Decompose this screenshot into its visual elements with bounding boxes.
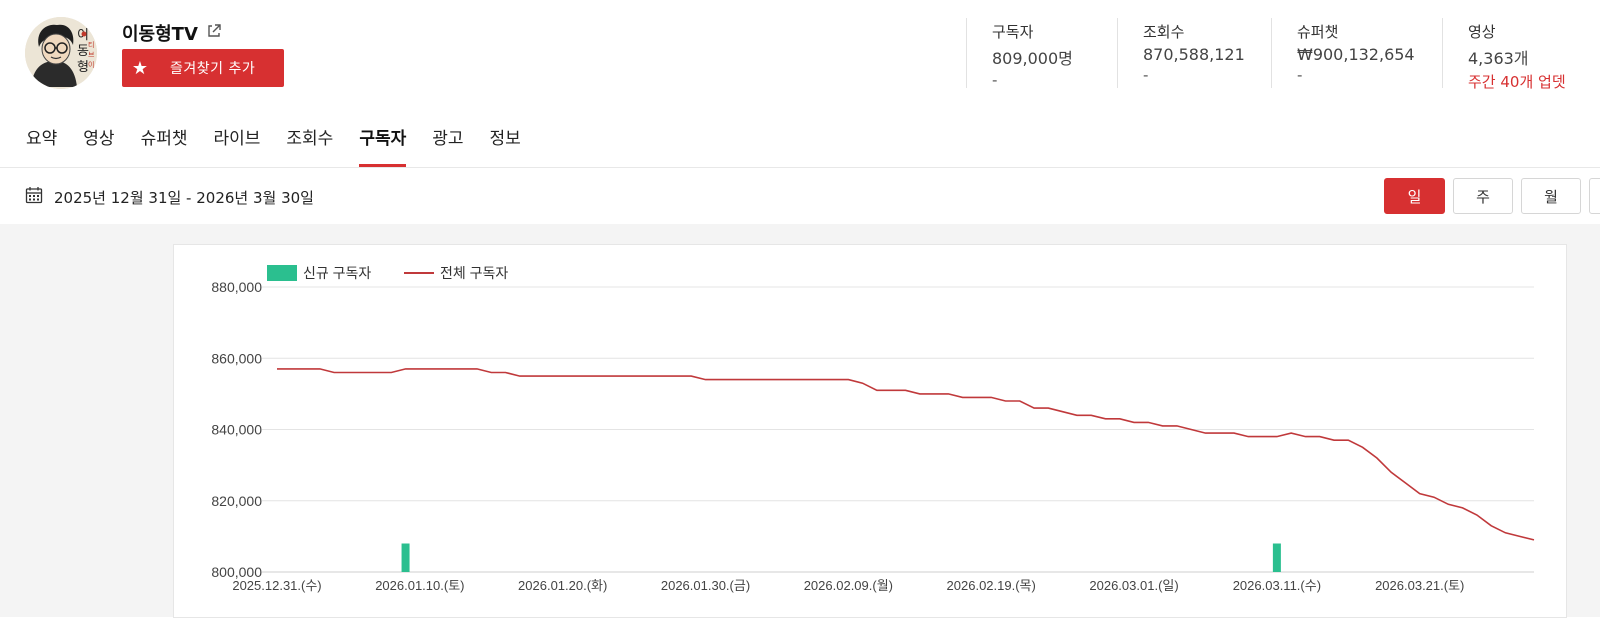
y-tick-label: 800,000 — [211, 564, 262, 580]
stat-value: ₩900,132,654 — [1297, 45, 1415, 64]
x-tick-label: 2026.02.09.(월) — [804, 578, 893, 593]
stat-value: 870,588,121 — [1143, 45, 1245, 64]
stat-value: 809,000명 — [992, 49, 1073, 68]
new-subscriber-bar — [401, 543, 410, 572]
x-tick-label: 2026.01.10.(토) — [375, 578, 464, 593]
y-tick-label: 880,000 — [211, 279, 262, 295]
legend-swatch-new — [267, 265, 297, 281]
stat-sub: - — [1143, 66, 1149, 84]
period-month-button[interactable]: 월 — [1521, 178, 1581, 214]
x-tick-label: 2026.03.01.(일) — [1089, 578, 1178, 593]
period-more-button[interactable] — [1589, 178, 1600, 214]
date-range-text[interactable]: 2025년 12월 31일 - 2026년 3월 30일 — [54, 189, 314, 207]
tab-summary[interactable]: 요약 — [26, 129, 58, 149]
external-link-icon[interactable] — [206, 23, 222, 39]
avatar-text-3: 형 — [77, 60, 89, 75]
stat-superchat: 슈퍼챗 ₩900,132,654 - — [1271, 18, 1442, 88]
x-tick-label: 2025.12.31.(수) — [232, 578, 321, 593]
tab-superchat[interactable]: 슈퍼챗 — [140, 129, 188, 149]
total-subscriber-line — [277, 368, 1535, 541]
tab-live[interactable]: 라이브 — [213, 129, 261, 149]
date-range-bar: 2025년 12월 31일 - 2026년 3월 30일 일 주 월 — [0, 168, 1600, 224]
channel-header: 이 동 형 티 브 이 이동형TV ★ 즐겨찾기 추가 구독자 809,000명… — [0, 0, 1600, 110]
avatar-text-2: 동 — [77, 44, 89, 59]
y-tick-label: 820,000 — [211, 493, 262, 509]
avatar-text-6: 이 — [88, 60, 94, 69]
stat-sub: - — [992, 71, 998, 89]
stat-subscribers: 구독자 809,000명 - — [966, 18, 1117, 89]
avatar-illustration: 이 동 형 티 브 이 — [25, 17, 97, 89]
tab-subscribers[interactable]: 구독자 — [359, 124, 406, 168]
new-subscriber-bar — [1272, 543, 1281, 572]
legend-label-total: 전체 구독자 — [440, 265, 508, 281]
tab-info[interactable]: 정보 — [489, 129, 521, 149]
star-icon: ★ — [131, 57, 149, 79]
channel-stats: 구독자 809,000명 - 조회수 870,588,121 - 슈퍼챗 ₩90… — [966, 18, 1588, 91]
subscriber-chart-card: 800,000 820,000 840,000 860,000 880,000 2025.… — [173, 244, 1567, 618]
tab-bar: 요약 영상 슈퍼챗 라이브 조회수 구독자 광고 정보 — [26, 124, 547, 168]
stat-videos: 영상 4,363개 주간 40개 업뎃 — [1442, 18, 1588, 91]
stat-views: 조회수 870,588,121 - — [1117, 18, 1271, 88]
y-tick-label: 840,000 — [211, 422, 262, 438]
period-week-button[interactable]: 주 — [1453, 178, 1513, 214]
add-favorite-button[interactable]: ★ 즐겨찾기 추가 — [122, 49, 284, 87]
stat-label: 슈퍼챗 — [1297, 23, 1339, 41]
tab-videos[interactable]: 영상 — [83, 129, 115, 149]
tab-views[interactable]: 조회수 — [286, 129, 334, 149]
period-day-button[interactable]: 일 — [1384, 178, 1445, 214]
stat-label: 조회수 — [1143, 23, 1185, 41]
subscriber-chart: 800,000 820,000 840,000 860,000 880,000 2025.… — [211, 265, 1535, 593]
divider — [0, 167, 1600, 168]
channel-name[interactable]: 이동형TV — [122, 24, 198, 45]
x-tick-label: 2026.01.20.(화) — [518, 578, 607, 593]
legend-label-new: 신규 구독자 — [303, 265, 371, 281]
avatar-text-5: 브 — [88, 51, 95, 59]
stat-sub: - — [1297, 66, 1303, 84]
x-tick-label: 2026.02.19.(목) — [947, 578, 1036, 593]
y-tick-label: 860,000 — [211, 350, 262, 366]
stat-label: 구독자 — [992, 23, 1034, 41]
x-tick-label: 2026.03.21.(토) — [1375, 578, 1464, 593]
stat-value: 4,363개 — [1468, 49, 1529, 68]
stat-label: 영상 — [1468, 23, 1496, 41]
avatar-text-4: 티 — [88, 40, 94, 49]
avatar[interactable]: 이 동 형 티 브 이 — [25, 17, 97, 89]
x-tick-label: 2026.01.30.(금) — [661, 578, 750, 593]
stat-sub-weekly: 주간 40개 업뎃 — [1468, 73, 1566, 91]
calendar-icon[interactable] — [25, 186, 43, 204]
tab-ads[interactable]: 광고 — [432, 129, 464, 149]
x-tick-label: 2026.03.11.(수) — [1233, 578, 1321, 593]
add-favorite-label: 즐겨찾기 추가 — [170, 61, 256, 77]
